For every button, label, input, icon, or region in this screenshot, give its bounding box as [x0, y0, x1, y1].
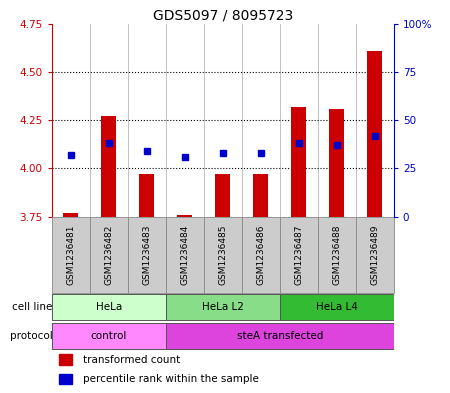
Bar [101, 116, 117, 217]
Text: GSM1236489: GSM1236489 [370, 224, 379, 285]
Text: HeLa: HeLa [95, 302, 122, 312]
Text: control: control [90, 331, 127, 341]
FancyBboxPatch shape [166, 217, 204, 292]
Text: GSM1236488: GSM1236488 [332, 224, 341, 285]
Bar [291, 107, 306, 217]
Text: HeLa L2: HeLa L2 [202, 302, 244, 312]
Text: cell line: cell line [12, 302, 53, 312]
FancyBboxPatch shape [52, 217, 90, 292]
FancyBboxPatch shape [128, 217, 166, 292]
Bar [58, 354, 72, 365]
Text: GSM1236486: GSM1236486 [256, 224, 265, 285]
FancyBboxPatch shape [90, 217, 128, 292]
Text: GSM1236482: GSM1236482 [104, 224, 113, 285]
Bar [177, 215, 192, 217]
Text: GSM1236481: GSM1236481 [66, 224, 75, 285]
Bar [58, 374, 72, 384]
Text: GSM1236483: GSM1236483 [142, 224, 151, 285]
Bar [329, 108, 344, 217]
Text: protocol: protocol [10, 331, 53, 341]
Bar [139, 174, 154, 217]
Title: GDS5097 / 8095723: GDS5097 / 8095723 [153, 8, 293, 22]
FancyBboxPatch shape [166, 294, 280, 320]
FancyBboxPatch shape [242, 217, 280, 292]
FancyBboxPatch shape [52, 294, 166, 320]
Text: HeLa L4: HeLa L4 [316, 302, 358, 312]
Bar [215, 174, 230, 217]
Text: GSM1236487: GSM1236487 [294, 224, 303, 285]
FancyBboxPatch shape [280, 294, 394, 320]
Text: percentile rank within the sample: percentile rank within the sample [82, 374, 258, 384]
Text: GSM1236485: GSM1236485 [218, 224, 227, 285]
FancyBboxPatch shape [166, 323, 394, 349]
Bar [63, 213, 78, 217]
FancyBboxPatch shape [318, 217, 356, 292]
FancyBboxPatch shape [204, 217, 242, 292]
Bar [367, 51, 382, 217]
FancyBboxPatch shape [52, 323, 166, 349]
FancyBboxPatch shape [356, 217, 394, 292]
FancyBboxPatch shape [280, 217, 318, 292]
Bar [253, 174, 268, 217]
Text: transformed count: transformed count [82, 355, 180, 365]
Text: GSM1236484: GSM1236484 [180, 224, 189, 285]
Text: steA transfected: steA transfected [237, 331, 323, 341]
